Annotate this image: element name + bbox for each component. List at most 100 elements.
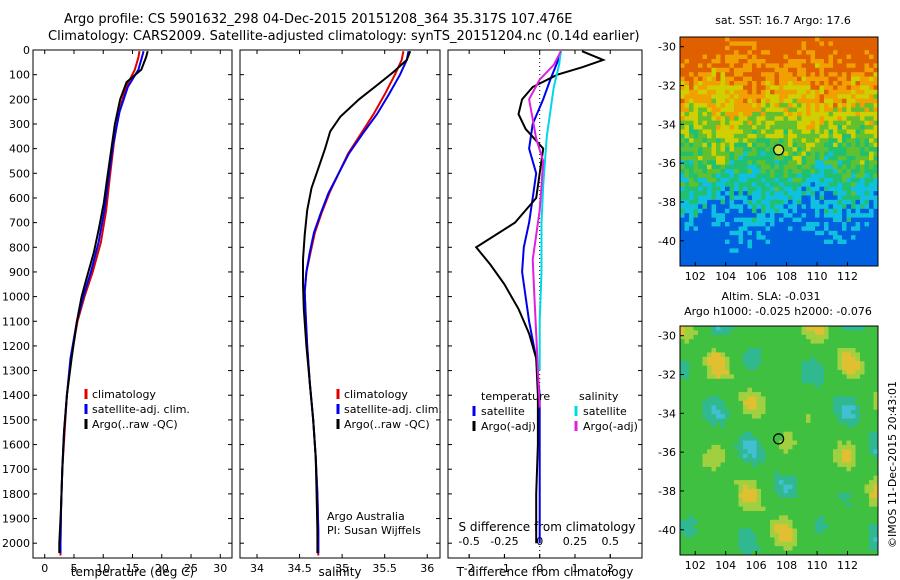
depth-tick-label: 1000: [2, 291, 30, 304]
sst_map-xtick-label: 112: [837, 270, 858, 283]
temperature-xtick-label: 10: [96, 562, 110, 575]
sla_map-xtick-label: 110: [807, 559, 828, 572]
salinity-legend-item: climatology: [344, 388, 408, 401]
sla_map-xtick-label: 106: [746, 559, 767, 572]
sla_map-xtick-label: 112: [837, 559, 858, 572]
difference-legend-item: satellite: [583, 405, 627, 418]
sla_map-ytick-label: -30: [658, 330, 676, 343]
sla_map-ytick-label: -34: [658, 407, 676, 420]
sst_map-ytick-label: -40: [658, 235, 676, 248]
salinity-legend-item: Argo(..raw -QC): [344, 418, 430, 431]
sst_map-ytick-label: -34: [658, 118, 676, 131]
depth-tick-label: 1100: [2, 315, 30, 328]
salinity-series-line: [302, 50, 412, 554]
temperature-legend-item: Argo(..raw -QC): [92, 418, 178, 431]
difference-xtick-label: 1: [571, 562, 578, 575]
depth-tick-label: 300: [9, 118, 30, 131]
depth-tick-label: 1300: [2, 365, 30, 378]
temperature-xtick-label: 5: [70, 562, 77, 575]
difference-series-line: [474, 50, 607, 544]
salinity-annotation: PI: Susan Wijffels: [327, 524, 421, 537]
temperature-legend-item: climatology: [92, 388, 156, 401]
depth-tick-label: 1600: [2, 439, 30, 452]
sla_map-ytick-label: -40: [658, 524, 676, 537]
sla_map-xtick-label: 104: [715, 559, 736, 572]
sst_map-xtick-label: 106: [746, 270, 767, 283]
difference-legend-item: Argo(-adj): [583, 420, 638, 433]
difference-xlabel: T difference from climatology: [456, 565, 634, 579]
salinity-xtick-label: 35.5: [372, 562, 397, 575]
difference-series-line: [528, 50, 562, 408]
climatology-subtitle: Climatology: CARS2009. Satellite-adjuste…: [48, 29, 640, 44]
sst_map-ytick-label: -38: [658, 196, 676, 209]
difference-plot-frame: [447, 49, 643, 559]
sla_map-title: Altim. SLA: -0.031: [721, 290, 820, 303]
depth-tick-label: 2000: [2, 537, 30, 550]
temperature-legend-item: satellite-adj. clim.: [92, 403, 190, 416]
difference-xtick2-label: -0.5: [458, 535, 479, 548]
sst_map-field: [680, 37, 879, 267]
sla_map-argo-marker: [773, 433, 785, 445]
temperature-xtick-label: 15: [126, 562, 140, 575]
difference-xtick2-label: -0.25: [490, 535, 518, 548]
temperature-plot-frame: [32, 49, 233, 559]
sla_map-xtick-label: 108: [776, 559, 797, 572]
sla_map-ytick-label: -32: [658, 369, 676, 382]
sla_map-ytick-label: -36: [658, 446, 676, 459]
sst_map-ytick-label: -30: [658, 41, 676, 54]
difference-xtick-label: 2: [607, 562, 614, 575]
sla_map-subtitle: Argo h1000: -0.025 h2000: -0.076: [684, 305, 872, 318]
sst_map-xtick-label: 102: [685, 270, 706, 283]
difference-legend-item: Argo(-adj): [481, 420, 536, 433]
depth-tick-label: 100: [9, 69, 30, 82]
difference-legend-item: satellite: [481, 405, 525, 418]
sst_map-xtick-label: 110: [807, 270, 828, 283]
temperature-xtick-label: 30: [213, 562, 227, 575]
sst_map-ytick-label: -36: [658, 157, 676, 170]
imos-timestamp-label: ©IMOS 11-Dec-2015 20:43:01: [886, 381, 899, 548]
depth-tick-label: 1500: [2, 414, 30, 427]
temperature-xtick-label: 0: [41, 562, 48, 575]
difference-xtick2-label: 0.25: [563, 535, 588, 548]
salinity-xtick-label: 34: [250, 562, 264, 575]
salinity-xlabel: salinity: [318, 565, 361, 579]
depth-tick-label: 1200: [2, 340, 30, 353]
difference-xtick2-label: 0.5: [602, 535, 620, 548]
difference-series-line: [538, 51, 562, 371]
difference-xlabel2: S difference from climatology: [459, 520, 636, 534]
sst_map-xtick-label: 104: [715, 270, 736, 283]
difference-xtick-label: 0: [536, 562, 543, 575]
salinity-xtick-label: 35: [335, 562, 349, 575]
difference-xtick-label: -2: [464, 562, 475, 575]
sst_map-argo-marker: [773, 144, 785, 156]
temperature-xtick-label: 25: [184, 562, 198, 575]
depth-tick-label: 1800: [2, 488, 30, 501]
salinity-annotation: Argo Australia: [327, 510, 405, 523]
salinity-legend-item: satellite-adj. clim.: [344, 403, 442, 416]
profile-title: Argo profile: CS 5901632_298 04-Dec-2015…: [64, 12, 573, 27]
temperature-series-line: [58, 50, 149, 554]
depth-tick-label: 400: [9, 143, 30, 156]
temperature-xtick-label: 20: [155, 562, 169, 575]
temperature-xlabel: temperature (deg C): [71, 565, 194, 579]
sst_map-frame: [679, 36, 879, 267]
depth-tick-label: 1700: [2, 463, 30, 476]
depth-tick-label: 200: [9, 93, 30, 106]
depth-tick-label: 1900: [2, 513, 30, 526]
depth-tick-label: 600: [9, 192, 30, 205]
sst_map-title: sat. SST: 16.7 Argo: 17.6: [715, 14, 851, 27]
sla_map-xtick-label: 102: [685, 559, 706, 572]
depth-tick-label: 700: [9, 217, 30, 230]
sla_map-field: [680, 326, 879, 556]
depth-tick-label: 500: [9, 167, 30, 180]
salinity-xtick-label: 36: [420, 562, 434, 575]
sla_map-ytick-label: -38: [658, 485, 676, 498]
salinity-xtick-label: 34.5: [287, 562, 312, 575]
difference-legend-title: temperature: [481, 390, 550, 403]
sla_map-frame: [679, 325, 879, 556]
difference-xtick-label: -1: [499, 562, 510, 575]
sst_map-ytick-label: -32: [658, 80, 676, 93]
sst_map-xtick-label: 108: [776, 270, 797, 283]
salinity-plot-frame: [239, 49, 441, 559]
